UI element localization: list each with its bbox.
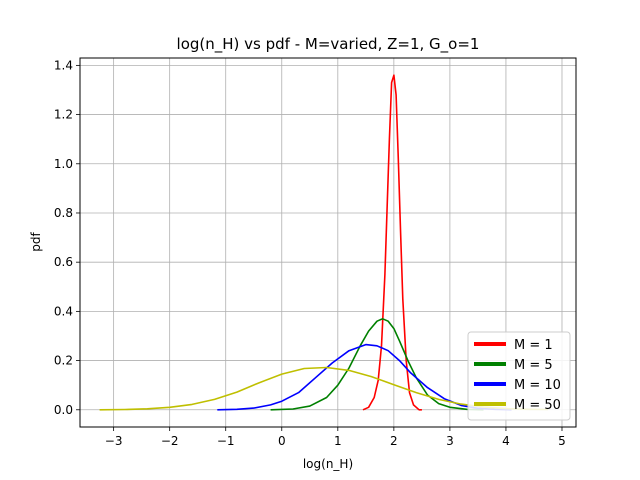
legend-label: M = 5 xyxy=(514,358,553,373)
y-tick-label: 0.0 xyxy=(54,403,73,417)
legend-label: M = 1 xyxy=(514,338,553,353)
series-line-2 xyxy=(270,317,484,411)
x-axis-label: log(n_H) xyxy=(303,457,353,471)
x-tick-label: 3 xyxy=(446,434,454,448)
y-tick-label: 0.8 xyxy=(54,206,73,220)
y-tick-label: 1.4 xyxy=(54,58,73,72)
legend-label: M = 10 xyxy=(514,378,561,393)
y-tick-label: 0.6 xyxy=(54,255,73,269)
y-tick-label: 1.0 xyxy=(54,157,73,171)
grid-lines xyxy=(80,58,576,427)
legend-box xyxy=(467,331,571,421)
x-tick-label: 4 xyxy=(502,434,510,448)
x-tick-label: 1 xyxy=(334,434,342,448)
y-axis-label: pdf xyxy=(29,232,43,252)
legend-label: M = 50 xyxy=(514,398,561,413)
plot-frame xyxy=(79,57,577,428)
series-line-1 xyxy=(362,74,422,411)
x-tick-label: −1 xyxy=(217,434,235,448)
chart-title: log(n_H) vs pdf - M=varied, Z=1, G_o=1 xyxy=(177,35,480,54)
x-tick-label: 5 xyxy=(558,434,566,448)
x-tick-label: 2 xyxy=(390,434,398,448)
x-tick-label: −2 xyxy=(161,434,179,448)
legend: M = 1 M = 5 M = 10 M = 50 xyxy=(467,331,571,421)
axis-ticks: −3 −2 −1 0 1 2 3 4 5 0.0 0.2 0.4 0.6 0.8 1.0 1.2 1.4 xyxy=(54,58,566,448)
series-line-3 xyxy=(217,343,512,411)
x-tick-label: 0 xyxy=(278,434,286,448)
y-tick-label: 0.4 xyxy=(54,304,73,318)
y-tick-label: 0.2 xyxy=(54,354,73,368)
y-tick-label: 1.2 xyxy=(54,108,73,122)
x-tick-label: −3 xyxy=(105,434,123,448)
